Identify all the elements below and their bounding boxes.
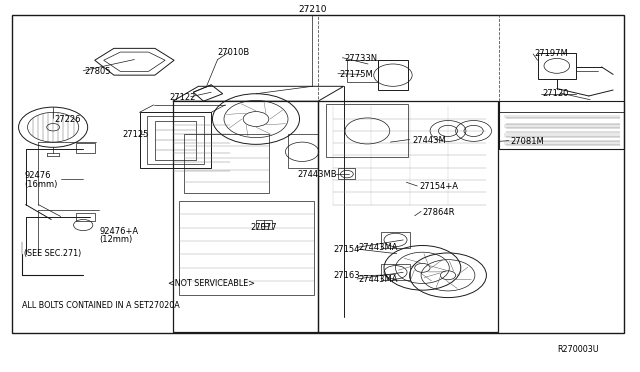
Text: 27805: 27805 (84, 67, 111, 76)
Text: 27226: 27226 (54, 115, 81, 124)
Text: 27443MA: 27443MA (358, 275, 398, 284)
Text: 27163: 27163 (333, 271, 360, 280)
Text: 27210: 27210 (298, 5, 326, 14)
Text: R270003U: R270003U (557, 345, 598, 354)
Text: 27010B: 27010B (218, 48, 250, 57)
Text: (12mm): (12mm) (99, 235, 132, 244)
Text: <NOT SERVICEABLE>: <NOT SERVICEABLE> (168, 279, 255, 288)
Text: 27154: 27154 (333, 245, 360, 254)
Text: 27175M: 27175M (339, 70, 373, 79)
Text: 27122: 27122 (170, 93, 196, 102)
Polygon shape (504, 124, 620, 128)
Text: 92476+A: 92476+A (99, 227, 138, 236)
Text: 27733N: 27733N (344, 54, 378, 63)
Text: ALL BOLTS CONTAINED IN A SET27020A: ALL BOLTS CONTAINED IN A SET27020A (22, 301, 180, 310)
Text: 27443MB: 27443MB (298, 170, 337, 179)
Polygon shape (504, 141, 620, 145)
Text: (16mm): (16mm) (24, 180, 58, 189)
Text: 27120: 27120 (543, 89, 569, 98)
Text: 27125: 27125 (123, 130, 149, 139)
Text: 27197M: 27197M (534, 49, 568, 58)
Text: 27443MA: 27443MA (358, 243, 398, 252)
Text: 92476: 92476 (24, 171, 51, 180)
Polygon shape (504, 133, 620, 137)
Text: 27154+A: 27154+A (419, 182, 458, 191)
Text: 27864R: 27864R (422, 208, 455, 217)
Text: (SEE SEC.271): (SEE SEC.271) (24, 249, 81, 258)
Text: 27081M: 27081M (511, 137, 545, 146)
Text: 27077: 27077 (251, 223, 278, 232)
Polygon shape (504, 115, 620, 118)
Text: 27443M: 27443M (413, 136, 447, 145)
